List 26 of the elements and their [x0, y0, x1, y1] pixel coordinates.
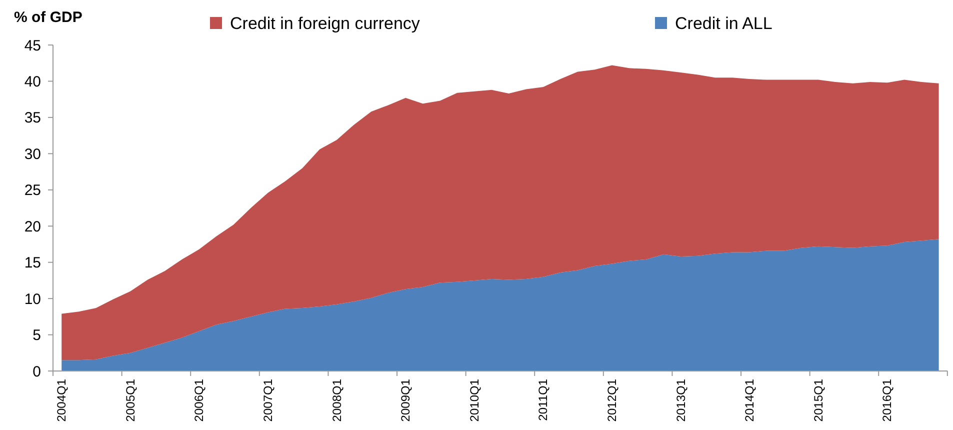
y-axis-title: % of GDP: [14, 9, 82, 26]
x-tick-label: 2006Q1: [192, 378, 206, 422]
x-tick-label: 2007Q1: [261, 378, 275, 422]
y-tick-label: 0: [32, 363, 41, 380]
y-tick-label: 10: [24, 290, 41, 308]
x-tick-label: 2005Q1: [123, 378, 138, 422]
legend-label: Credit in foreign currency: [230, 14, 420, 33]
x-tick-label: 2008Q1: [330, 378, 344, 422]
x-tick-label: 2011Q1: [536, 378, 550, 421]
legend-label: Credit in ALL: [675, 14, 772, 33]
x-tick-label: 2014Q1: [742, 378, 757, 422]
y-tick-label: 5: [32, 327, 41, 344]
x-tick-label: 2010Q1: [467, 378, 482, 422]
y-tick-label: 40: [24, 73, 41, 90]
x-tick-label: 2009Q1: [398, 378, 413, 422]
y-tick-label: 45: [24, 37, 41, 54]
x-tick-label: 2012Q1: [605, 378, 619, 422]
x-tick-label: 2015Q1: [811, 378, 826, 422]
x-tick-label: 2016Q1: [880, 378, 894, 422]
y-tick-label: 30: [24, 146, 41, 163]
y-tick-label: 25: [24, 182, 41, 200]
y-tick-label: 20: [24, 218, 41, 236]
x-tick-label: 2013Q1: [674, 378, 688, 422]
y-tick-label: 15: [24, 254, 41, 272]
x-tick-label: 2004Q1: [54, 378, 69, 422]
y-tick-label: 35: [24, 110, 41, 127]
